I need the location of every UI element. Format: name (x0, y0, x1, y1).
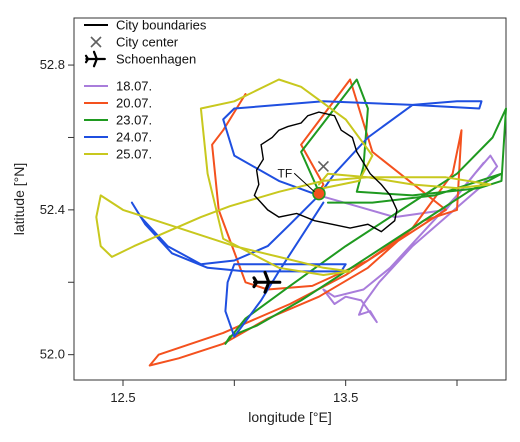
series-line-2407 (130, 100, 483, 338)
legend-label: Schoenhagen (116, 52, 196, 67)
legend-label: 25.07. (116, 147, 152, 162)
series-line-1807 (317, 154, 499, 324)
series-line-2007 (148, 78, 463, 367)
annotation-label: TF (278, 166, 293, 180)
legend-item-5: 23.07. (84, 113, 152, 128)
legend: City boundaries City center Schoenhagen 18.… (84, 18, 207, 162)
x-tick-label: 13.5 (333, 390, 358, 405)
x-axis-label: longitude [°E] (248, 409, 331, 425)
plot-area-frame (73, 17, 507, 381)
y-axis-label: latitude [°N] (11, 163, 27, 236)
y-tick-label: 52.0 (40, 347, 65, 362)
x-tick-label: 12.5 (110, 390, 135, 405)
series-line-2307 (224, 78, 507, 345)
takeoff-cluster (312, 186, 326, 201)
legend-label: 24.07. (116, 130, 152, 145)
legend-item-6: 24.07. (84, 130, 152, 145)
city-boundary-layer (253, 111, 398, 233)
legend-item-0: City boundaries (84, 18, 207, 33)
legend-item-3: 18.07. (84, 79, 152, 94)
legend-label: 20.07. (116, 96, 152, 111)
y-axis: 52.0 52.4 52.8 (40, 57, 74, 362)
y-tick-label: 52.8 (40, 57, 65, 72)
schoenhagen-marker (252, 270, 282, 294)
x-axis: 12.5 13.5 (110, 380, 458, 405)
legend-item-1: City center (90, 35, 179, 50)
legend-label: City center (116, 35, 179, 50)
legend-label: 18.07. (116, 79, 152, 94)
legend-item-2: Schoenhagen (84, 50, 196, 68)
annotation-leader (293, 172, 315, 193)
series-line-2507 (95, 78, 492, 276)
markers-layer: TF (252, 160, 329, 294)
city-center-marker (317, 160, 329, 172)
legend-item-7: 25.07. (84, 147, 152, 162)
legend-label: 23.07. (116, 113, 152, 128)
city-boundary (253, 111, 398, 233)
y-tick-label: 52.4 (40, 202, 65, 217)
legend-label: City boundaries (116, 18, 207, 33)
legend-item-4: 20.07. (84, 96, 152, 111)
